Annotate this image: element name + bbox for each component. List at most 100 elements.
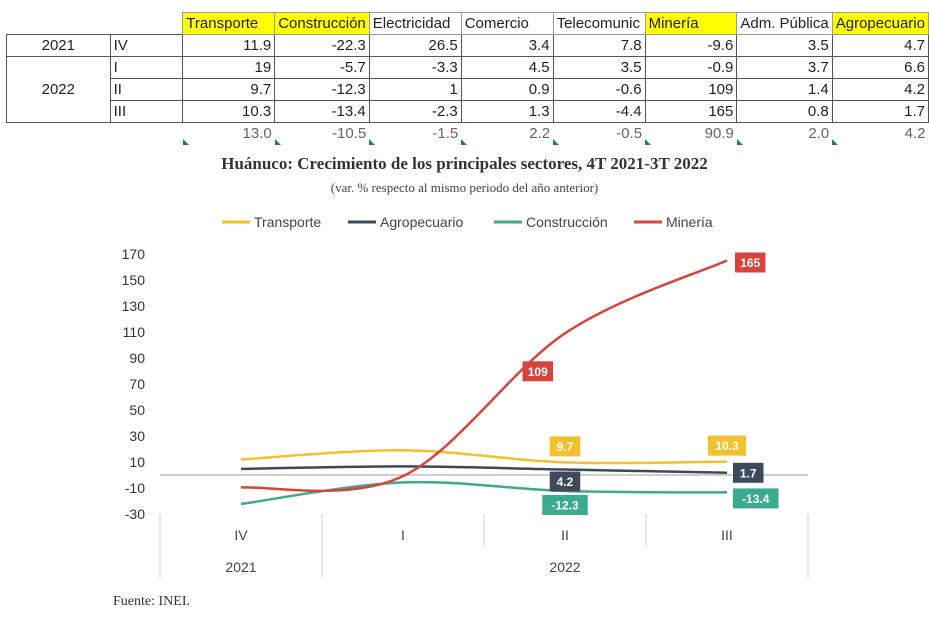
quarter-cell[interactable]: I: [109, 56, 184, 79]
formula-warning-icon: [461, 138, 468, 145]
value-cell[interactable]: -0.6: [552, 78, 646, 101]
data-label-box: [549, 436, 581, 457]
series-line-transporte[interactable]: [240, 449, 728, 465]
data-label-box: [733, 462, 764, 483]
data-label: 165: [740, 256, 760, 270]
value-cell[interactable]: 9.7: [182, 78, 276, 101]
series-line-mineria[interactable]: [240, 259, 728, 493]
quarter-cell[interactable]: IV: [109, 34, 184, 57]
value-cell[interactable]: 4.2: [831, 78, 929, 101]
table-row: III 10.3 -13.4 -2.3 1.3 -4.4 165 0.8 1.7: [7, 100, 929, 123]
legend-label: Construcción: [526, 214, 608, 230]
column-header[interactable]: Agropecuario: [831, 12, 929, 35]
formula-warning-icon: [553, 138, 560, 145]
value-cell[interactable]: 11.9: [182, 34, 276, 57]
x-year-label: 2022: [549, 559, 580, 575]
data-label: -12.3: [551, 498, 579, 512]
value-cell[interactable]: 0.9: [460, 78, 554, 101]
value-cell[interactable]: 165: [644, 100, 738, 123]
formula-warning-icon: [832, 138, 839, 145]
data-label: 1.7: [740, 466, 757, 480]
quarter-cell[interactable]: III: [109, 100, 184, 123]
data-label: -13.4: [742, 492, 770, 506]
value-cell[interactable]: 1.7: [831, 100, 929, 123]
year-cell[interactable]: 2021: [6, 34, 111, 57]
x-category-label: III: [721, 527, 733, 543]
data-label: 10.3: [715, 439, 739, 453]
column-header[interactable]: Telecomunic: [552, 12, 646, 35]
column-header[interactable]: Adm. Pública: [736, 12, 833, 35]
y-tick-label: -10: [125, 480, 145, 496]
value-cell[interactable]: 3.7: [736, 56, 833, 79]
year-cell[interactable]: 2022: [6, 56, 111, 123]
value-cell[interactable]: 10.3: [182, 100, 276, 123]
source-note: Fuente: INEI.: [113, 594, 190, 609]
y-tick-label: 90: [129, 350, 145, 366]
x-category-label: II: [561, 527, 569, 543]
value-cell[interactable]: -12.3: [274, 78, 370, 101]
table-row: 2022 I 19 -5.7 -3.3 4.5 3.5 -0.9 3.7 6.6: [6, 56, 929, 123]
series-line-agropecuario[interactable]: [240, 465, 728, 475]
column-header[interactable]: Minería: [644, 12, 738, 35]
average-cell[interactable]: -0.5: [553, 123, 645, 145]
value-cell[interactable]: 1.3: [460, 100, 554, 123]
value-cell[interactable]: 3.4: [460, 34, 554, 57]
column-header[interactable]: Comercio: [460, 12, 554, 35]
value-cell[interactable]: 4.5: [460, 56, 554, 79]
value-cell[interactable]: -2.3: [368, 100, 462, 123]
table-header-row: Transporte Construcción Electricidad Com…: [7, 12, 929, 35]
x-category-label: I: [401, 527, 405, 543]
spreadsheet-table: Transporte Construcción Electricidad Com…: [0, 0, 929, 150]
table-row: II 9.7 -12.3 1 0.9 -0.6 109 1.4 4.2: [7, 78, 929, 101]
legend-label: Transporte: [254, 214, 321, 230]
value-cell[interactable]: 3.5: [552, 56, 646, 79]
formula-warning-icon: [274, 138, 281, 145]
y-tick-label: 110: [123, 324, 146, 340]
value-cell[interactable]: 0.8: [736, 100, 833, 123]
y-tick-label: 50: [129, 402, 145, 418]
column-header[interactable]: Electricidad: [368, 12, 462, 35]
value-cell[interactable]: -22.3: [274, 34, 370, 57]
y-tick-label: 150: [122, 272, 146, 288]
value-cell[interactable]: 1.4: [736, 78, 833, 101]
column-header[interactable]: Transporte: [182, 12, 276, 35]
value-cell[interactable]: -13.4: [274, 100, 370, 123]
series-line-construccion[interactable]: [240, 480, 728, 506]
value-cell[interactable]: -4.4: [552, 100, 646, 123]
value-cell[interactable]: -3.3: [368, 56, 462, 79]
quarter-cell[interactable]: II: [109, 78, 184, 101]
average-cell[interactable]: 2.2: [461, 123, 553, 145]
legend-label: Minería: [666, 214, 713, 230]
value-cell[interactable]: -9.6: [644, 34, 738, 57]
data-label-box: [542, 494, 588, 515]
x-category-label: IV: [234, 527, 248, 543]
formula-warning-icon: [369, 138, 376, 145]
value-cell[interactable]: -5.7: [274, 56, 370, 79]
value-cell[interactable]: 6.6: [831, 56, 929, 79]
average-cell[interactable]: 90.9: [645, 123, 737, 145]
column-header[interactable]: Construcción: [274, 12, 370, 35]
data-label-box: [735, 252, 766, 273]
data-label: 109: [528, 365, 548, 379]
value-cell[interactable]: 26.5: [368, 34, 462, 57]
average-cell[interactable]: -10.5: [274, 123, 370, 145]
table-row: 2021 IV 11.9 -22.3 26.5 3.4 7.8 -9.6 3.5…: [6, 34, 929, 57]
y-tick-label: -30: [125, 506, 145, 522]
average-cell[interactable]: 13.0: [182, 123, 275, 145]
value-cell[interactable]: 7.8: [552, 34, 646, 57]
y-tick-label: 70: [129, 376, 145, 392]
average-cell[interactable]: -1.5: [369, 123, 461, 145]
legend-label: Agropecuario: [380, 214, 463, 230]
value-cell[interactable]: -0.9: [644, 56, 738, 79]
average-cell[interactable]: 2.0: [736, 123, 832, 145]
y-tick-label: 170: [122, 246, 146, 262]
value-cell[interactable]: 3.5: [736, 34, 833, 57]
average-cell[interactable]: 4.2: [832, 123, 928, 145]
value-cell[interactable]: 109: [644, 78, 738, 101]
data-label: 4.2: [557, 475, 574, 489]
value-cell[interactable]: 1: [368, 78, 462, 101]
value-cell[interactable]: 4.7: [831, 34, 929, 57]
value-cell[interactable]: 19: [182, 56, 276, 79]
data-label-box: [708, 435, 746, 456]
